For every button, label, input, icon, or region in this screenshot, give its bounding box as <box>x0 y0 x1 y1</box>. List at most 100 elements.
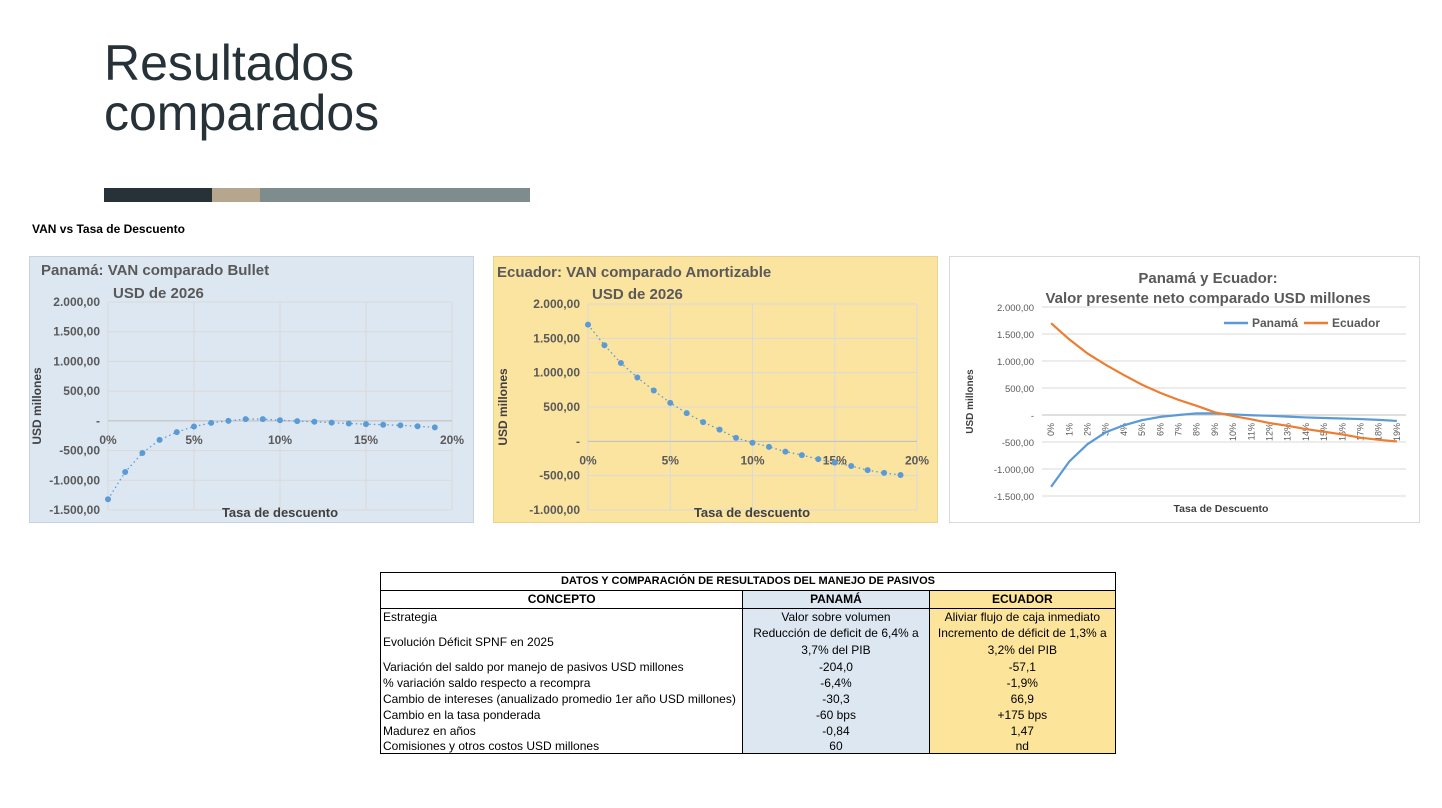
x-tick-label: 11% <box>1246 423 1256 440</box>
x-tick-label: 5% <box>1137 423 1147 436</box>
y-tick-label: -1.500,00 <box>49 503 100 517</box>
y-axis-label: USD millones <box>30 367 44 445</box>
table-cell: 66,9 <box>928 691 1117 707</box>
table-row: % variación saldo respecto a recompra -6,… <box>379 675 1117 691</box>
chart-title: Panamá y Ecuador: <box>1138 270 1277 287</box>
data-point <box>716 426 723 433</box>
y-tick-label: - <box>576 434 580 448</box>
chart-subtitle: Valor presente neto comparado USD millon… <box>1045 290 1370 307</box>
y-tick-label: -500,00 <box>539 469 580 483</box>
table-cell: +175 bps <box>928 707 1117 723</box>
data-table: DATOS Y COMPARACIÓN DE RESULTADOS DEL MA… <box>379 572 1117 754</box>
x-tick-label: 20% <box>905 453 929 467</box>
x-tick-label: 10% <box>740 453 764 467</box>
y-axis-label: USD millones <box>965 369 976 434</box>
data-point <box>139 449 146 456</box>
x-tick-label: 0% <box>579 453 597 467</box>
table-row: CONCEPTO PANAMÁ ECUADOR <box>379 590 1117 609</box>
chart-background <box>29 256 474 523</box>
table-row: Cambio en la tasa ponderada -60 bps +175 b… <box>379 707 1117 723</box>
y-tick-label: 2.000,00 <box>53 295 100 309</box>
table-row: Variación del saldo por manejo de pasivo… <box>379 659 1117 675</box>
x-tick-label: 10% <box>268 433 292 447</box>
y-tick-label: 1.000,00 <box>53 354 100 368</box>
series-line <box>1050 322 1397 443</box>
table-cell: -1,9% <box>928 675 1117 691</box>
x-tick-label: 9% <box>1210 423 1220 436</box>
data-point <box>798 452 805 459</box>
table-cell: Cambio de intereses (anualizado promedio… <box>379 691 744 707</box>
data-point <box>328 419 335 426</box>
x-tick-label: 4% <box>1119 423 1129 436</box>
x-tick-label: 2% <box>1083 423 1093 436</box>
x-tick-label: 18% <box>1374 423 1384 441</box>
legend-label: Ecuador <box>1332 316 1380 330</box>
data-point <box>277 417 283 424</box>
data-point <box>345 420 352 427</box>
y-tick-label: 2.000,00 <box>533 297 580 311</box>
trend-line <box>107 418 435 500</box>
x-tick-label: 7% <box>1174 423 1184 436</box>
table-cell: Reducción de deficit de 6,4% a 3,7% del … <box>742 625 930 659</box>
data-point <box>363 421 369 428</box>
section-label: VAN vs Tasa de Descuento <box>32 222 185 236</box>
x-axis-label: Tasa de Descuento <box>1174 503 1269 515</box>
chart-subtitle: USD de 2026 <box>592 286 683 303</box>
x-axis-label: Tasa de descuento <box>222 505 338 520</box>
y-tick-label: 1.000,00 <box>997 357 1034 368</box>
x-tick-label: 8% <box>1192 423 1202 436</box>
table-row: Estrategia Valor sobre volumen Aliviar flu… <box>379 608 1117 625</box>
table-row: Cambio de intereses (anualizado promedio… <box>379 691 1117 707</box>
data-point <box>765 443 772 450</box>
chart-title: Ecuador: VAN comparado Amortizable <box>497 264 771 281</box>
chart-subtitle: USD de 2026 <box>113 285 204 302</box>
y-tick-label: 500,00 <box>1005 384 1034 395</box>
data-point <box>815 456 822 463</box>
table-cell: nd <box>928 739 1117 754</box>
chart-background <box>493 256 938 523</box>
data-point <box>380 421 387 428</box>
data-point <box>749 439 756 446</box>
data-point <box>431 424 438 431</box>
data-point <box>397 422 404 429</box>
table-cell: Valor sobre volumen <box>742 608 930 625</box>
table-cell: Variación del saldo por manejo de pasivo… <box>379 659 744 675</box>
data-point <box>156 436 163 443</box>
x-tick-label: 0% <box>1046 423 1056 436</box>
x-tick-label: 14% <box>1301 423 1311 441</box>
data-point <box>173 429 180 436</box>
x-tick-label: 17% <box>1356 423 1366 441</box>
table-cell: -6,4% <box>742 675 930 691</box>
chart: -1.500,00-1.000,00-500,00-500,001.000,00… <box>949 256 1420 523</box>
data-point <box>733 434 740 441</box>
data-point <box>700 419 707 426</box>
y-tick-label: 1.500,00 <box>997 330 1034 341</box>
x-tick-label: 6% <box>1155 423 1165 436</box>
table-row: Comisiones y otros costos USD millones 60… <box>379 739 1117 754</box>
slide-title: Resultados comparados <box>104 35 380 141</box>
chart: -1.000,00-500,00-500,001.000,001.500,002… <box>493 256 938 523</box>
table-row: DATOS Y COMPARACIÓN DE RESULTADOS DEL MA… <box>380 572 1116 591</box>
y-tick-label: -500,00 <box>59 444 100 458</box>
accent-bar <box>104 188 212 202</box>
accent-bar <box>260 188 530 202</box>
data-point <box>414 423 421 430</box>
y-tick-label: - <box>96 414 100 428</box>
data-point <box>242 416 249 423</box>
legend-label: Panamá <box>1252 316 1298 330</box>
x-tick-label: 15% <box>354 433 378 447</box>
x-tick-label: 5% <box>662 453 680 467</box>
table-row: Evolución Déficit SPNF en 2025 Reducción … <box>379 625 1117 659</box>
y-tick-label: -1.500,00 <box>994 492 1034 503</box>
data-point <box>897 471 904 478</box>
data-point <box>683 410 690 417</box>
table-cell: -204,0 <box>742 659 930 675</box>
table-cell: Incremento de déficit de 1,3% a 3,2% del… <box>928 625 1117 659</box>
table-row: Madurez en años -0,84 1,47 <box>379 723 1117 739</box>
y-tick-label: -1.000,00 <box>994 465 1034 476</box>
table-cell: Madurez en años <box>379 723 744 739</box>
y-tick-label: 1.500,00 <box>533 331 580 345</box>
table-cell: Estrategia <box>379 608 744 625</box>
table-cell: 1,47 <box>928 723 1117 739</box>
